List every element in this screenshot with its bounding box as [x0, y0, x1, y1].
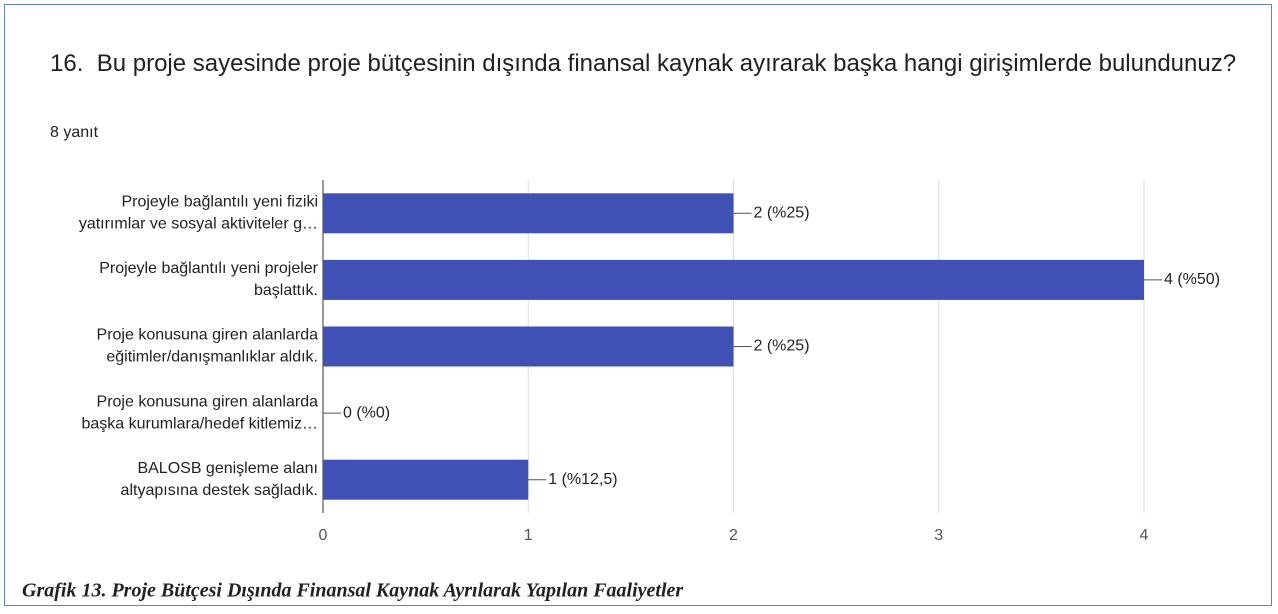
y-tick-label: başlattık.: [254, 282, 318, 299]
y-tick-label: Projeyle bağlantılı yeni fiziki: [121, 194, 318, 211]
y-tick-label: Proje konusuna giren alanlarda: [97, 393, 319, 410]
frame: [4, 4, 1272, 606]
x-tick-label: 3: [934, 527, 943, 544]
x-tick-label: 4: [1140, 527, 1149, 544]
bar: [323, 259, 1144, 300]
chart-title: 16. Bu proje sayesinde proje bütçesinin …: [50, 50, 1237, 77]
caption: Grafik 13. Proje Bütçesi Dışında Finansa…: [22, 580, 683, 602]
y-tick-label: Projeyle bağlantılı yeni projeler: [99, 260, 318, 277]
bar: [323, 459, 529, 500]
y-tick-label: başka kurumlara/hedef kitlemiz…: [81, 415, 318, 432]
x-tick-label: 1: [524, 527, 533, 544]
x-tick-label: 0: [319, 527, 328, 544]
y-tick-label: Proje konusuna giren alanlarda: [97, 327, 319, 344]
value-label: 2 (%25): [754, 205, 810, 222]
bar: [323, 326, 734, 367]
value-label: 4 (%50): [1164, 271, 1220, 288]
value-label: 2 (%25): [754, 338, 810, 355]
y-tick-label: eğitimler/danışmanlıklar aldık.: [106, 349, 318, 366]
response-count: 8 yanıt: [50, 124, 99, 141]
y-tick-label: BALOSB genişleme alanı: [137, 460, 318, 477]
value-label: 1 (%12,5): [548, 471, 617, 488]
value-label: 0 (%0): [343, 404, 390, 421]
y-tick-label: yatırımlar ve sosyal aktiviteler g…: [79, 216, 318, 233]
x-tick-label: 2: [729, 527, 738, 544]
bar: [323, 193, 734, 234]
y-tick-label: altyapısına destek sağladık.: [121, 482, 318, 499]
